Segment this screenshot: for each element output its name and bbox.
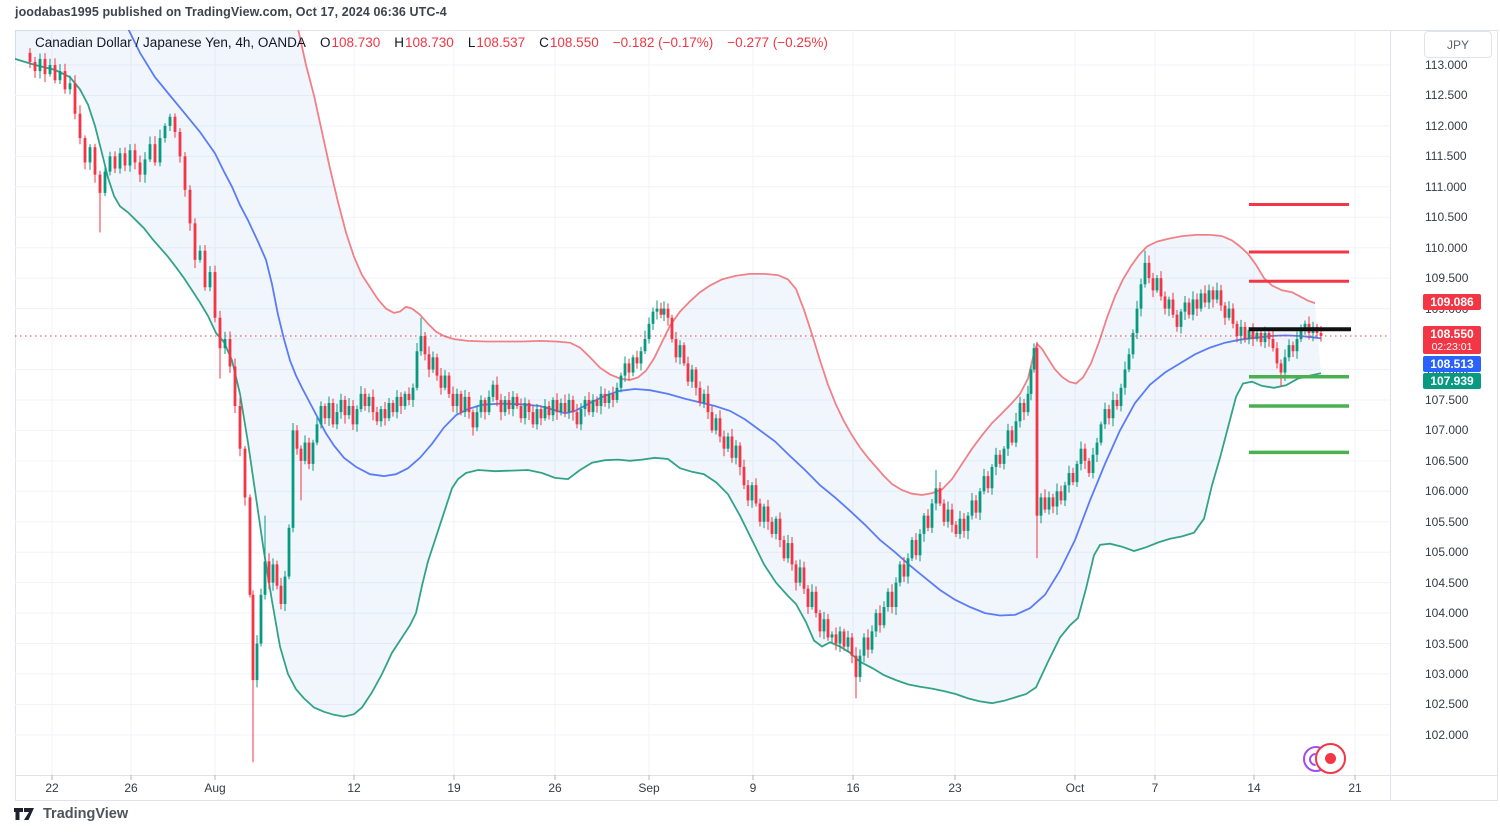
price-tick-label: 104.000 <box>1425 606 1469 621</box>
tradingview-logo-text: TradingView <box>43 806 129 822</box>
tradingview-branding[interactable]: TradingView <box>13 804 128 824</box>
time-tick-label: 26 <box>548 781 562 795</box>
attribution-text: joodabas1995 published on TradingView.co… <box>15 5 447 19</box>
bar-countdown: 02:23:01 <box>1431 341 1473 353</box>
price-tick-label: 103.000 <box>1425 667 1469 681</box>
frame-top <box>15 30 1498 31</box>
symbol-title: Canadian Dollar / Japanese Yen, 4h, OAND… <box>35 35 306 50</box>
time-tick-label: 26 <box>124 781 138 795</box>
price-tick-label: 103.500 <box>1425 636 1469 651</box>
price-tick-label: 110.500 <box>1425 210 1468 225</box>
basis-band-line <box>127 30 1322 617</box>
tradingview-logo-icon <box>14 808 34 820</box>
time-tick-label: 12 <box>347 781 361 795</box>
price-tick-label: 104.500 <box>1425 575 1469 590</box>
price-tick-label: 107.000 <box>1425 423 1469 438</box>
drawn-levels[interactable] <box>1249 202 1351 455</box>
price-tick-label: 111.000 <box>1425 179 1467 194</box>
time-axis-separator <box>15 775 1498 776</box>
time-tick-label: 9 <box>749 781 757 795</box>
price-axis-separator <box>1390 30 1391 800</box>
ohlc-close: C 108.550 <box>539 35 599 50</box>
time-tick-label: 19 <box>447 781 461 795</box>
change-extended: −0.277 (−0.25%) <box>727 35 828 50</box>
time-tick-label: 7 <box>1151 781 1159 795</box>
price-tick-label: 112.000 <box>1425 118 1468 133</box>
frame-left <box>15 30 16 800</box>
time-tick-label: 16 <box>846 781 860 795</box>
price-tick-label: 111.500 <box>1425 149 1467 164</box>
frame-bottom <box>15 800 1498 801</box>
time-tick-label: 22 <box>45 781 59 795</box>
frame-right <box>1497 30 1498 800</box>
price-tick-label: 110.000 <box>1425 240 1468 255</box>
price-badge: 108.550 02:23:01 <box>1423 326 1481 354</box>
price-badge: 107.939 <box>1423 373 1481 389</box>
price-tick-label: 113.000 <box>1425 58 1468 72</box>
grid <box>15 30 1390 775</box>
time-tick-label: Aug <box>204 781 226 795</box>
price-tick-label: 109.500 <box>1425 271 1469 286</box>
time-tick-label: 23 <box>948 781 962 795</box>
price-badge: 109.086 <box>1423 294 1481 310</box>
price-tick-label: 105.500 <box>1425 514 1469 529</box>
price-tick-label: 107.500 <box>1425 392 1469 407</box>
lower-band-line <box>15 58 1322 718</box>
price-tick-label: 106.500 <box>1425 453 1469 468</box>
time-tick-label: Oct <box>1065 781 1085 795</box>
candles <box>28 48 1323 763</box>
ohlc-high: H 108.730 <box>394 35 454 50</box>
change-absolute: −0.182 (−0.17%) <box>612 35 714 50</box>
ohlc-open: O 108.730 <box>319 35 381 50</box>
chart-legend[interactable]: Canadian Dollar / Japanese Yen, 4h, OAND… <box>35 35 828 50</box>
upper-band-line <box>297 30 1316 496</box>
time-tick-label: Sep <box>638 781 660 795</box>
price-tick-label: 102.500 <box>1425 697 1469 712</box>
time-tick-label: 14 <box>1247 781 1261 795</box>
price-badge: 108.513 <box>1423 356 1481 372</box>
bollinger-bands <box>15 30 1322 718</box>
currency-label: JPY <box>1446 37 1469 52</box>
price-tick-label: 106.000 <box>1425 484 1469 499</box>
time-tick-label: 21 <box>1348 781 1362 795</box>
ohlc-low: L 108.537 <box>467 35 526 50</box>
price-tick-label: 105.000 <box>1425 545 1469 560</box>
publisher-watermark <box>1303 743 1349 775</box>
price-tick-label: 112.500 <box>1425 88 1468 103</box>
price-tick-label: 102.000 <box>1425 727 1469 742</box>
avatar-record-icon <box>1315 743 1346 774</box>
currency-button[interactable]: JPY <box>1424 31 1492 58</box>
